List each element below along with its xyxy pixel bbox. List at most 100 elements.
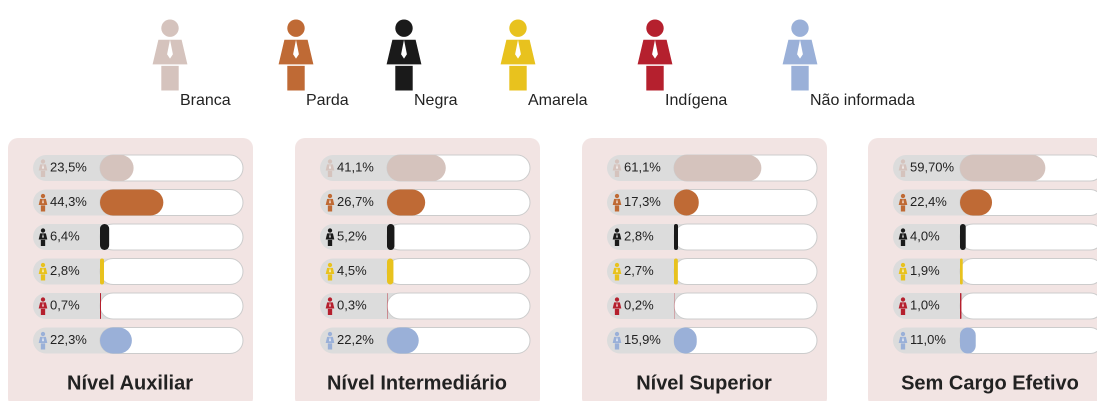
bar (960, 258, 963, 285)
person-icon (612, 297, 622, 315)
icon-head (614, 262, 620, 268)
bar-track (959, 292, 1097, 320)
person-icon (898, 159, 908, 177)
icon-legs (40, 308, 46, 315)
bar (100, 293, 102, 319)
person-icon (612, 262, 622, 281)
panel-title: Nível Superior (636, 372, 772, 394)
icon-tie (616, 233, 618, 239)
value-label: 1,9% (910, 263, 940, 278)
icon-legs (614, 170, 620, 177)
icon-legs (395, 65, 413, 91)
icon-head (327, 297, 333, 302)
person-icon (38, 331, 48, 350)
value-label: 6,4% (50, 228, 80, 243)
value-label: 4,0% (910, 228, 940, 243)
icon-tie (616, 302, 618, 308)
icon-head (900, 193, 906, 199)
icon-head (900, 331, 906, 337)
icon-tie (42, 164, 44, 170)
bar (960, 155, 1046, 181)
icon-tie (42, 302, 44, 308)
person-icon (612, 331, 622, 350)
icon-head (614, 331, 620, 337)
icon-tie (902, 233, 904, 239)
icon-head (614, 193, 620, 199)
bar (674, 155, 762, 181)
person-icon (898, 297, 908, 315)
bar (960, 189, 993, 216)
icon-tie (42, 336, 44, 342)
icon-legs (614, 205, 620, 212)
icon-head (900, 262, 906, 268)
person-icon (898, 193, 908, 212)
icon-head (900, 159, 906, 164)
value-label: 11,0% (910, 332, 946, 347)
icon-legs (327, 343, 333, 350)
bar (100, 189, 164, 216)
value-label: 4,5% (337, 263, 367, 278)
person-icon (278, 19, 314, 91)
bar-track (673, 258, 818, 285)
icon-tie (515, 39, 521, 59)
icon-tie (401, 39, 407, 59)
icon-head (327, 331, 333, 337)
bar (100, 258, 105, 285)
icon-head (161, 19, 179, 37)
icon-head (614, 297, 620, 302)
icon-legs (900, 239, 906, 246)
icon-tie (167, 39, 173, 59)
icon-legs (900, 274, 906, 281)
icon-head (900, 228, 906, 233)
icon-legs (327, 170, 333, 177)
bar (387, 189, 426, 216)
icon-tie (42, 198, 44, 204)
icon-tie (797, 39, 803, 59)
bar (100, 224, 110, 250)
bar (100, 327, 132, 354)
icon-legs (327, 274, 333, 281)
value-label: 0,2% (624, 297, 654, 312)
value-label: 2,7% (624, 263, 654, 278)
icon-head (327, 228, 333, 233)
icon-legs (614, 239, 620, 246)
icon-tie (329, 336, 331, 342)
person-icon (898, 331, 908, 350)
value-label: 0,3% (337, 297, 367, 312)
icon-head (40, 159, 46, 164)
legend-label: Não informada (810, 92, 915, 109)
icon-tie (902, 198, 904, 204)
bar (674, 224, 679, 250)
panel-title: Nível Intermediário (327, 372, 507, 394)
icon-head (327, 262, 333, 268)
icon-tie (329, 164, 331, 170)
icon-tie (293, 39, 299, 59)
bar-track (959, 258, 1097, 285)
bar (674, 327, 697, 354)
value-label: 22,3% (50, 332, 87, 347)
icon-head (327, 193, 333, 199)
icon-legs (900, 170, 906, 177)
value-label: 15,9% (624, 332, 661, 347)
legend-label: Negra (414, 92, 458, 109)
panel-title: Sem Cargo Efetivo (901, 372, 1079, 394)
icon-tie (902, 336, 904, 342)
panel-title: Nível Auxiliar (67, 372, 193, 394)
person-icon (325, 159, 335, 177)
icon-head (614, 228, 620, 233)
icon-tie (616, 164, 618, 170)
person-icon (325, 262, 335, 281)
bar (674, 189, 699, 216)
icon-legs (40, 274, 46, 281)
person-icon (612, 159, 622, 177)
person-icon (500, 19, 536, 91)
person-icon (898, 228, 908, 246)
icon-head (614, 159, 620, 164)
icon-head (791, 19, 809, 37)
icon-tie (902, 302, 904, 308)
value-label: 5,2% (337, 228, 367, 243)
person-icon (38, 193, 48, 212)
legend-label: Branca (180, 92, 231, 109)
person-icon (325, 228, 335, 246)
icon-legs (161, 65, 179, 91)
